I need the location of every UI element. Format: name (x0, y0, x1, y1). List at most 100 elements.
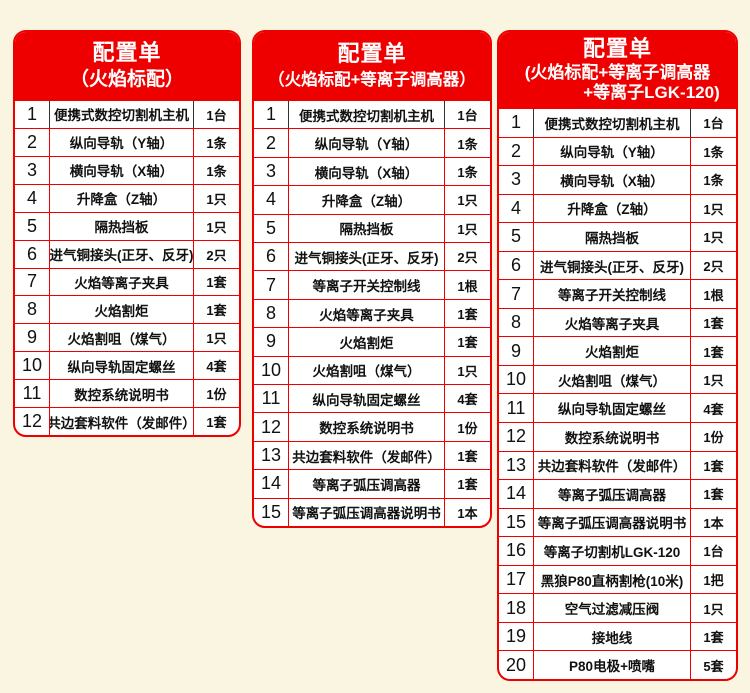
row-number: 13 (499, 451, 534, 480)
row-number: 9 (254, 328, 289, 356)
table-row: 12 数控系统说明书 1份 (254, 412, 490, 441)
row-number: 6 (15, 240, 50, 268)
table-row: 14 等离子弧压调高器 1套 (254, 469, 490, 498)
row-item-name: 等离子开关控制线 (289, 271, 445, 299)
row-quantity: 1把 (703, 573, 724, 589)
row-quantity: 1根 (703, 287, 724, 303)
table-subtitle-line1: (火焰标配+等离子调高器 (524, 62, 711, 82)
row-item-name: 纵向导轨固定螺丝 (534, 394, 691, 423)
table-row: 2 纵向导轨（Y轴） 1条 (254, 128, 490, 157)
table-row: 15 等离子弧压调高器说明书 1本 (254, 497, 490, 526)
table-row: 8 火焰等离子夹具 1套 (499, 307, 736, 337)
row-number: 3 (15, 156, 50, 184)
row-quantity: 1只 (703, 201, 724, 217)
row-item-name: 等离子开关控制线 (534, 280, 691, 308)
row-number: 5 (499, 223, 534, 251)
table-row: 3 横向导轨（X轴） 1条 (499, 165, 736, 194)
row-quantity: 1只 (457, 363, 478, 379)
row-number: 4 (499, 194, 534, 223)
table-row: 10 火焰割咀（煤气） 1只 (499, 364, 736, 394)
row-number: 5 (15, 212, 50, 240)
row-item-name: 接地线 (534, 622, 691, 651)
table-rows: 1 便携式数控切割机主机 1台 2 纵向导轨（Y轴） 1条 3 横向导轨（X轴） 1条 4 升降盒（… (15, 100, 239, 435)
row-number: 6 (499, 251, 534, 280)
row-quantity: 1只 (703, 373, 724, 389)
row-item-name: 隔热挡板 (50, 212, 194, 240)
row-item-name: 火焰等离子夹具 (289, 299, 445, 328)
row-number: 12 (254, 413, 289, 441)
table-row: 4 升降盒（Z轴） 1只 (15, 183, 239, 212)
row-quantity: 1套 (457, 477, 478, 493)
table-rows: 1 便携式数控切割机主机 1台 2 纵向导轨（Y轴） 1条 3 横向导轨（X轴） 1条 4 升降盒（… (254, 100, 490, 526)
row-quantity: 1套 (206, 275, 227, 291)
row-item-name: 等离子弧压调高器说明书 (534, 508, 691, 537)
row-item-name: 等离子弧压调高器 (289, 470, 445, 498)
row-quantity: 5套 (703, 658, 724, 674)
row-item-name: 火焰割咀（煤气） (534, 365, 691, 394)
row-number: 5 (254, 214, 289, 243)
row-quantity: 1份 (206, 387, 227, 403)
row-quantity: 1份 (457, 420, 478, 436)
table-row: 16 等离子切割机LGK-120 1台 (499, 536, 736, 565)
row-quantity: 1条 (457, 165, 478, 181)
row-quantity: 4套 (206, 359, 227, 375)
row-quantity: 1套 (703, 316, 724, 332)
row-item-name: 纵向导轨（Y轴） (50, 128, 194, 156)
row-quantity: 1套 (457, 335, 478, 351)
table-row: 20 P80电极+喷嘴 5套 (499, 650, 736, 679)
row-item-name: 数控系统说明书 (289, 413, 445, 441)
row-quantity: 1台 (206, 107, 227, 123)
row-item-name: 升降盒（Z轴） (534, 194, 691, 223)
table-row: 8 火焰割炬 1套 (15, 295, 239, 324)
table-row: 4 升降盒（Z轴） 1只 (499, 193, 736, 223)
row-number: 10 (499, 365, 534, 394)
row-quantity: 2只 (206, 247, 227, 263)
table-header: 配置单 (火焰标配+等离子调高器 +等离子LGK-120) (499, 32, 736, 108)
row-item-name: 便携式数控切割机主机 (289, 101, 445, 129)
row-item-name: 纵向导轨（Y轴） (289, 129, 445, 157)
table-row: 5 隔热挡板 1只 (254, 213, 490, 243)
row-item-name: 火焰等离子夹具 (50, 268, 194, 296)
row-item-name: 隔热挡板 (534, 223, 691, 251)
row-item-name: 进气铜接头(正牙、反牙) (534, 251, 691, 280)
table-title: 配置单 (582, 36, 652, 62)
row-item-name: P80电极+喷嘴 (534, 651, 691, 679)
row-item-name: 共边套料软件（发邮件） (50, 408, 194, 435)
table-row: 13 共边套料软件（发邮件） 1套 (499, 450, 736, 480)
row-quantity: 1台 (703, 116, 724, 132)
row-number: 7 (15, 268, 50, 296)
row-item-name: 黑狼P80直柄割枪(10米) (534, 565, 691, 594)
row-number: 1 (499, 109, 534, 137)
table-row: 1 便携式数控切割机主机 1台 (254, 100, 490, 129)
table-header: 配置单 （火焰标配） (15, 32, 239, 100)
row-item-name: 数控系统说明书 (534, 423, 691, 451)
row-quantity: 1条 (206, 135, 227, 151)
row-quantity: 1套 (457, 449, 478, 465)
row-quantity: 1套 (703, 344, 724, 360)
table-row: 2 纵向导轨（Y轴） 1条 (15, 127, 239, 156)
row-item-name: 等离子弧压调高器说明书 (289, 498, 445, 526)
row-item-name: 横向导轨（X轴） (534, 166, 691, 194)
row-number: 15 (499, 508, 534, 537)
row-number: 3 (499, 166, 534, 194)
row-number: 16 (499, 537, 534, 565)
table-row: 8 火焰等离子夹具 1套 (254, 298, 490, 328)
table-row: 14 等离子弧压调高器 1套 (499, 479, 736, 508)
table-row: 3 横向导轨（X轴） 1条 (254, 156, 490, 186)
row-number: 15 (254, 498, 289, 526)
table-row: 9 火焰割炬 1套 (499, 336, 736, 365)
row-item-name: 纵向导轨固定螺丝 (289, 385, 445, 413)
row-number: 8 (254, 299, 289, 328)
row-quantity: 1套 (206, 303, 227, 319)
row-quantity: 1套 (206, 415, 227, 431)
row-number: 2 (15, 128, 50, 156)
row-number: 8 (499, 308, 534, 337)
row-quantity: 1只 (206, 331, 227, 347)
row-number: 1 (254, 101, 289, 129)
table-row: 7 等离子开关控制线 1根 (254, 270, 490, 299)
table-row: 5 隔热挡板 1只 (15, 211, 239, 240)
row-item-name: 等离子切割机LGK-120 (534, 537, 691, 565)
row-number: 7 (254, 271, 289, 299)
row-quantity: 1根 (457, 278, 478, 294)
table-row: 6 进气铜接头(正牙、反牙) 2只 (254, 242, 490, 271)
